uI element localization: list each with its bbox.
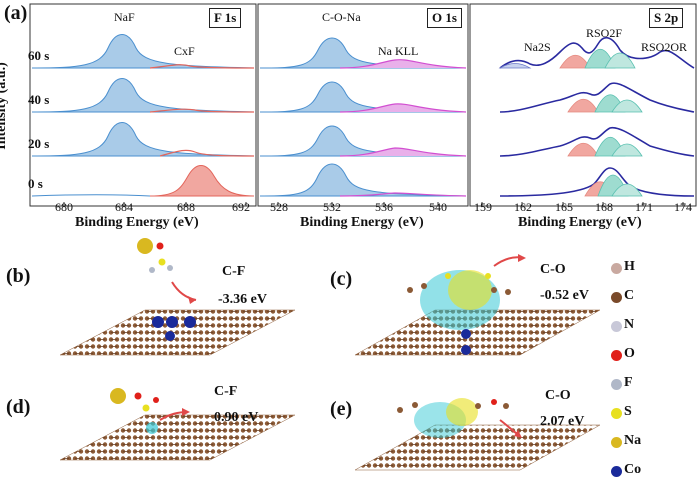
- f1s-60s: [31, 34, 255, 69]
- panel-b-energy: -3.36 eV: [218, 292, 267, 307]
- tick-o1s-528: 528: [270, 200, 288, 214]
- tick-s2p-162: 162: [514, 200, 532, 214]
- legend-label-h: H: [624, 259, 635, 274]
- f1s-spectra: [31, 34, 255, 197]
- tick-o1s-536: 536: [375, 200, 393, 214]
- model-b: [59, 238, 296, 356]
- peak-label-na2s: Na2S: [524, 40, 551, 54]
- o1s-40s: [259, 81, 467, 113]
- panel-b-bond: C-F: [222, 264, 246, 279]
- tick-f1s-680: 680: [55, 200, 73, 214]
- time-label-40s: 40 s: [28, 92, 50, 107]
- panel-d-label: (d): [6, 396, 31, 418]
- s2p-60s: [498, 37, 695, 69]
- legend-label-f: F: [624, 375, 633, 390]
- legend-label-n: N: [624, 317, 635, 332]
- tick-f1s-688: 688: [177, 200, 195, 214]
- f1s-20s: [31, 122, 255, 157]
- o1s-frame: [257, 3, 469, 207]
- peak-label-c-o-na: C-O-Na: [322, 10, 361, 24]
- tick-s2p-174: 174: [674, 200, 692, 214]
- o1s-title: O 1s: [427, 8, 462, 28]
- legend-dot-co: [611, 466, 622, 477]
- peak-label-rso2or: RSO2OR: [641, 40, 688, 54]
- panel-e-energy: 2.07 eV: [540, 414, 585, 429]
- axis-ticks: [63, 202, 684, 206]
- tick-o1s-532: 532: [323, 200, 341, 214]
- legend-dot-c: [611, 292, 622, 303]
- f1s-0s: [31, 165, 255, 197]
- model-e: [354, 398, 601, 471]
- model-d: [59, 388, 296, 461]
- tick-o1s-540: 540: [429, 200, 447, 214]
- o1s-spectra: [259, 37, 467, 197]
- peak-label-na-kll: Na KLL: [378, 44, 419, 58]
- panel-a-label: (a): [4, 2, 28, 24]
- tick-f1s-692: 692: [232, 200, 250, 214]
- o1s-0s: [259, 163, 467, 197]
- panel-e-bond: C-O: [545, 388, 571, 403]
- legend-label-o: O: [624, 346, 635, 361]
- tick-s2p-168: 168: [595, 200, 613, 214]
- panel-b-label: (b): [6, 265, 31, 287]
- s2p-40s: [499, 82, 695, 113]
- o1s-20s: [259, 125, 467, 157]
- legend-dot-h: [611, 263, 622, 274]
- s2p-spectra: [498, 37, 695, 197]
- tick-s2p-171: 171: [635, 200, 653, 214]
- legend-dot-n: [611, 321, 622, 332]
- legend-dot-f: [611, 379, 622, 390]
- time-label-20s: 20 s: [28, 136, 50, 151]
- legend-label-c: C: [624, 288, 635, 303]
- f1s-title: F 1s: [209, 8, 242, 28]
- panel-d-bond: C-F: [214, 384, 238, 399]
- tick-s2p-165: 165: [555, 200, 573, 214]
- model-c: [354, 254, 601, 356]
- tick-f1s-684: 684: [115, 200, 133, 214]
- panel-c-bond: C-O: [540, 262, 566, 277]
- f1s-40s: [31, 78, 255, 113]
- panel-e-label: (e): [330, 398, 353, 420]
- legend-label-na: Na: [624, 433, 642, 448]
- legend-label-co: Co: [624, 462, 642, 477]
- s2p-frame: [469, 3, 697, 207]
- panel-d-energy: 0.90 eV: [214, 410, 259, 425]
- legend-dot-o: [611, 350, 622, 361]
- xlabel-s2p: Binding Energy (eV): [518, 215, 642, 230]
- time-label-0s: 0 s: [28, 176, 43, 191]
- panel-c-label: (c): [330, 268, 353, 290]
- peak-label-rso2f: RSO2F: [586, 26, 623, 40]
- xlabel-f1s: Binding Energy (eV): [75, 215, 199, 230]
- legend-label-s: S: [624, 404, 632, 419]
- tick-s2p-159: 159: [474, 200, 492, 214]
- legend-dot-s: [611, 408, 622, 419]
- f1s-frame: [29, 3, 257, 207]
- legend-dot-na: [611, 437, 622, 448]
- s2p-title: S 2p: [649, 8, 684, 28]
- peak-label-cxf: CxF: [174, 44, 195, 58]
- time-label-60s: 60 s: [28, 48, 50, 63]
- peak-label-naf: NaF: [114, 10, 135, 24]
- panel-c-energy: -0.52 eV: [540, 288, 589, 303]
- xlabel-o1s: Binding Energy (eV): [300, 215, 424, 230]
- s2p-20s: [499, 126, 695, 157]
- s2p-0s: [499, 167, 695, 197]
- o1s-60s: [259, 37, 467, 69]
